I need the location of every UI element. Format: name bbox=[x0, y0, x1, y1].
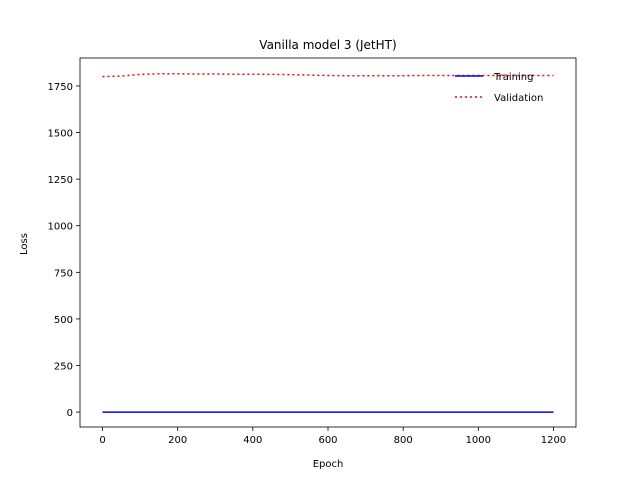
x-tick-label: 1000 bbox=[466, 435, 491, 446]
legend-label-training: Training bbox=[493, 72, 533, 83]
y-tick-label: 500 bbox=[54, 315, 73, 326]
y-tick-label: 0 bbox=[67, 408, 73, 419]
x-axis-label: Epoch bbox=[313, 459, 344, 470]
legend-label-validation: Validation bbox=[494, 93, 543, 104]
axes: 0 200 400 600 800 1000 1200 0 250 500 750 1000 1250 1… bbox=[48, 57, 577, 446]
x-tick-label: 800 bbox=[394, 435, 413, 446]
x-tick-label: 0 bbox=[99, 435, 105, 446]
y-tick-label: 1750 bbox=[48, 82, 73, 93]
x-tick-label: 600 bbox=[318, 435, 337, 446]
y-tick-label: 750 bbox=[54, 268, 73, 279]
y-axis-label: Loss bbox=[19, 233, 30, 255]
y-tick-label: 1250 bbox=[48, 175, 73, 186]
chart-title: Vanilla model 3 (JetHT) bbox=[259, 38, 396, 52]
x-tick-label: 1200 bbox=[541, 435, 566, 446]
x-tick-label: 200 bbox=[168, 435, 187, 446]
y-tick-label: 250 bbox=[54, 362, 73, 373]
y-tick-label: 1000 bbox=[48, 222, 73, 233]
x-tick-label: 400 bbox=[243, 435, 262, 446]
y-tick-label: 1500 bbox=[48, 129, 73, 140]
legend: Training Validation bbox=[455, 72, 543, 104]
